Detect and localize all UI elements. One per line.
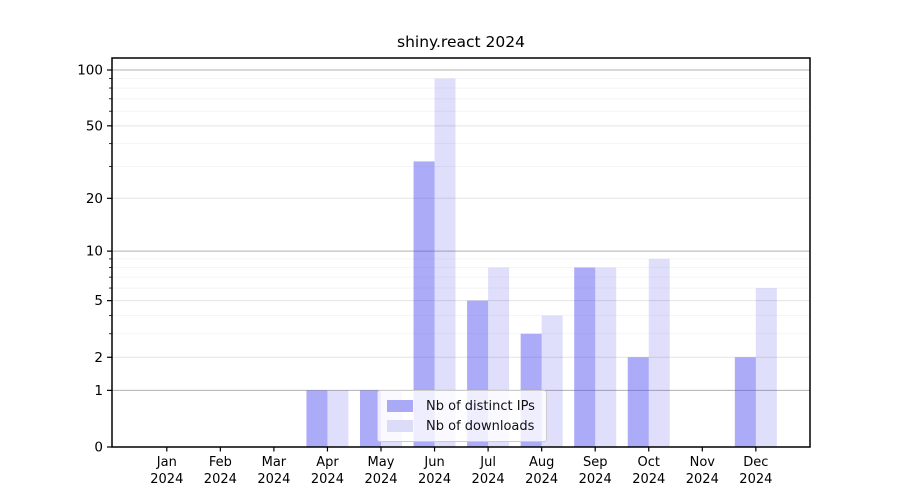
y-tick-label: 1 xyxy=(94,383,103,399)
x-tick-label-year: 2024 xyxy=(418,472,451,487)
bar-distinct-ips-apr xyxy=(306,390,328,447)
y-tick-label: 2 xyxy=(94,350,103,366)
x-tick-label-year: 2024 xyxy=(472,472,505,487)
legend-item-downloads: Nb of downloads xyxy=(387,419,537,434)
bar-downloads-apr xyxy=(327,390,349,447)
y-tick-label: 0 xyxy=(94,440,103,456)
x-tick-label-month: Jan xyxy=(156,455,177,470)
x-tick-label-month: Oct xyxy=(638,455,660,470)
x-tick-label-month: Nov xyxy=(690,455,716,470)
x-tick-label-year: 2024 xyxy=(150,472,183,487)
bar-distinct-ips-may xyxy=(360,390,381,447)
y-tick-label: 20 xyxy=(86,191,103,207)
axes-frame xyxy=(111,57,811,448)
bar-distinct-ips-dec xyxy=(734,357,756,447)
chart-title: shiny.react 2024 xyxy=(397,33,525,51)
x-tick-label-year: 2024 xyxy=(686,472,719,487)
legend-item-distinct-ips: Nb of distinct IPs xyxy=(387,399,537,414)
x-tick-label-month: Apr xyxy=(316,455,339,470)
x-tick-label-month: Sep xyxy=(583,455,608,470)
x-tick-label-year: 2024 xyxy=(364,472,397,487)
bar-downloads-oct xyxy=(648,258,670,447)
x-tick-label-month: Aug xyxy=(529,455,554,470)
x-tick-label-month: Dec xyxy=(743,455,768,470)
x-tick-label-month: Feb xyxy=(209,455,232,470)
x-tick-label-year: 2024 xyxy=(579,472,612,487)
bar-distinct-ips-jun xyxy=(413,161,435,447)
bar-downloads-dec xyxy=(755,288,777,447)
x-tick-label-year: 2024 xyxy=(311,472,344,487)
legend: Nb of distinct IPs Nb of downloads xyxy=(377,390,547,442)
legend-swatch-distinct-ips xyxy=(387,400,413,412)
x-tick-label-year: 2024 xyxy=(739,472,772,487)
x-tick-label-month: Jul xyxy=(479,455,496,470)
x-tick-label-year: 2024 xyxy=(632,472,665,487)
x-tick-label-month: Jun xyxy=(423,455,444,470)
bar-distinct-ips-sep xyxy=(574,267,596,447)
bar-distinct-ips-oct xyxy=(627,357,649,447)
legend-label-downloads: Nb of downloads xyxy=(426,418,535,434)
bar-downloads-jun xyxy=(434,78,456,447)
y-tick-label: 50 xyxy=(86,118,103,134)
y-tick-label: 100 xyxy=(77,63,103,79)
bar-downloads-sep xyxy=(595,267,617,447)
x-tick-label-year: 2024 xyxy=(525,472,558,487)
y-tick-label: 10 xyxy=(86,244,103,260)
y-tick-label: 5 xyxy=(94,293,103,309)
legend-swatch-downloads xyxy=(387,420,413,432)
x-tick-label-year: 2024 xyxy=(204,472,237,487)
legend-label-distinct-ips: Nb of distinct IPs xyxy=(426,398,535,414)
x-tick-label-year: 2024 xyxy=(257,472,290,487)
x-tick-label-month: May xyxy=(368,455,395,470)
x-tick-label-month: Mar xyxy=(262,455,287,470)
